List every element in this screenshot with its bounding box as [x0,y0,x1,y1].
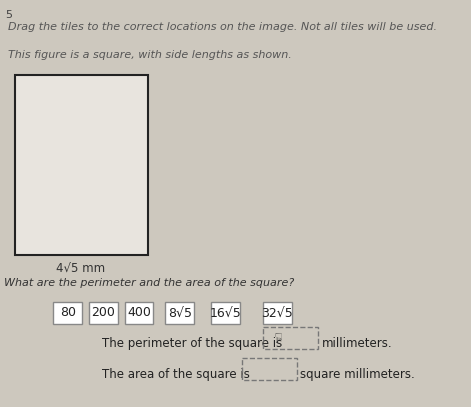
Bar [242,358,297,380]
Text: The area of the square is: The area of the square is [102,368,250,381]
Bar [53,302,82,324]
Text: square millimeters.: square millimeters. [300,368,415,381]
Text: The perimeter of the square is: The perimeter of the square is [102,337,282,350]
Bar [165,302,194,324]
Text: 32√5: 32√5 [261,306,293,319]
Text: Drag the tiles to the correct locations on the image. Not all tiles will be used: Drag the tiles to the correct locations … [8,22,438,32]
Bar [15,75,148,255]
Text: 5: 5 [5,10,12,20]
Bar [263,327,318,349]
Text: This figure is a square, with side lengths as shown.: This figure is a square, with side lengt… [8,50,292,60]
Bar [89,302,118,324]
Text: 80: 80 [60,306,76,319]
Text: 200: 200 [91,306,115,319]
Bar [211,302,240,324]
Text: ☝: ☝ [273,328,282,342]
Text: 4√5 mm: 4√5 mm [56,263,105,276]
Text: millimeters.: millimeters. [322,337,393,350]
Text: 16√5: 16√5 [210,306,241,319]
Text: 8√5: 8√5 [168,306,192,319]
Bar [125,302,154,324]
Text: What are the perimeter and the area of the square?: What are the perimeter and the area of t… [4,278,294,288]
Text: 400: 400 [127,306,151,319]
Bar [263,302,292,324]
